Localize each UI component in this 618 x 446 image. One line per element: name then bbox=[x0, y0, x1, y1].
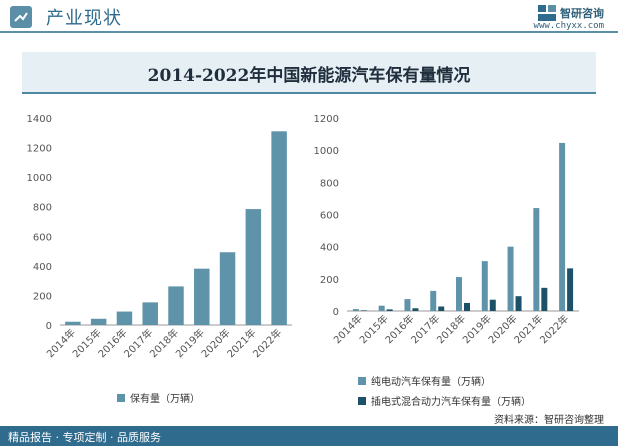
left-bar bbox=[168, 286, 184, 325]
brand[interactable]: 智研咨询 bbox=[538, 5, 604, 21]
right-bar bbox=[464, 302, 470, 311]
legend-swatch-bev bbox=[358, 376, 366, 385]
legend-label-bev: 纯电动汽车保有量（万辆） bbox=[371, 377, 491, 388]
left-bar bbox=[90, 318, 107, 325]
right-bar bbox=[541, 287, 548, 311]
right-bar bbox=[352, 309, 359, 311]
right-bar bbox=[438, 306, 445, 311]
legend-swatch-total bbox=[117, 393, 125, 402]
legend-label-total: 保有量（万辆） bbox=[130, 394, 200, 405]
right-bar bbox=[412, 308, 419, 311]
footer-slogan: 精品报告 · 专项定制 · 品质服务 bbox=[8, 431, 161, 444]
source-note: 资料来源：智研咨询整理 bbox=[494, 415, 604, 426]
left-ytick-label: 0 bbox=[46, 321, 52, 332]
legend-right-bev: 纯电动汽车保有量（万辆） bbox=[358, 373, 491, 388]
brand-name: 智研咨询 bbox=[560, 7, 604, 20]
right-ytick-label: 1000 bbox=[314, 146, 339, 157]
left-xtick-label: 2022年 bbox=[250, 326, 284, 360]
right-bar bbox=[404, 299, 411, 311]
brand-logo-icon bbox=[538, 5, 556, 21]
legend-left: 保有量（万辆） bbox=[117, 390, 200, 405]
total-stock-chart: 02004006008001000120014002014年2015年2016年… bbox=[27, 114, 292, 360]
header-accent-icon bbox=[10, 6, 32, 28]
right-ytick-label: 600 bbox=[320, 211, 339, 222]
right-bar bbox=[481, 261, 488, 311]
right-bar bbox=[567, 268, 574, 311]
chart-title: 2014-2022年中国新能源汽车保有量情况 bbox=[147, 66, 471, 86]
left-ytick-label: 1000 bbox=[27, 173, 52, 184]
right-ytick-label: 1200 bbox=[314, 114, 339, 125]
footer-bar: 精品报告 · 专项定制 · 品质服务 bbox=[0, 426, 618, 446]
header: 产业现状 智研咨询 www.chyxx.com bbox=[0, 0, 618, 34]
left-ytick-label: 600 bbox=[33, 232, 52, 243]
right-bar bbox=[378, 305, 385, 311]
legend-label-phev: 插电式混合动力汽车保有量（万辆） bbox=[371, 397, 531, 408]
left-bar bbox=[245, 209, 262, 325]
left-ytick-label: 1200 bbox=[27, 144, 52, 155]
left-bar bbox=[219, 252, 236, 325]
right-bar bbox=[360, 310, 367, 311]
right-ytick-label: 200 bbox=[320, 275, 339, 286]
header-divider bbox=[0, 31, 618, 33]
brand-url[interactable]: www.chyxx.com bbox=[533, 21, 604, 31]
left-bar bbox=[116, 311, 133, 325]
left-bar bbox=[271, 131, 287, 325]
left-ytick-label: 1400 bbox=[27, 114, 52, 125]
left-bar bbox=[142, 302, 158, 325]
right-bar bbox=[430, 290, 437, 311]
right-ytick-label: 800 bbox=[320, 178, 339, 189]
left-bar bbox=[65, 321, 81, 325]
right-bar bbox=[456, 277, 462, 311]
section-title: 产业现状 bbox=[46, 8, 122, 29]
type-stock-chart: 0200400600800100012002014年2015年2016年2017… bbox=[314, 114, 579, 346]
left-ytick-label: 800 bbox=[33, 203, 52, 214]
right-bar bbox=[507, 246, 514, 311]
right-ytick-label: 0 bbox=[333, 307, 339, 318]
right-bar bbox=[386, 309, 393, 311]
right-bar bbox=[559, 142, 566, 311]
right-bar bbox=[533, 208, 540, 311]
chart-title-band: 2014-2022年中国新能源汽车保有量情况 bbox=[22, 52, 596, 94]
right-xtick-label: 2022年 bbox=[537, 312, 571, 346]
left-ytick-label: 200 bbox=[33, 291, 52, 302]
right-bar bbox=[489, 299, 496, 311]
legend-right-phev: 插电式混合动力汽车保有量（万辆） bbox=[358, 393, 531, 408]
right-ytick-label: 400 bbox=[320, 243, 339, 254]
left-ytick-label: 400 bbox=[33, 262, 52, 273]
left-bar bbox=[194, 268, 210, 325]
legend-swatch-phev bbox=[358, 396, 366, 405]
right-bar bbox=[515, 296, 522, 311]
